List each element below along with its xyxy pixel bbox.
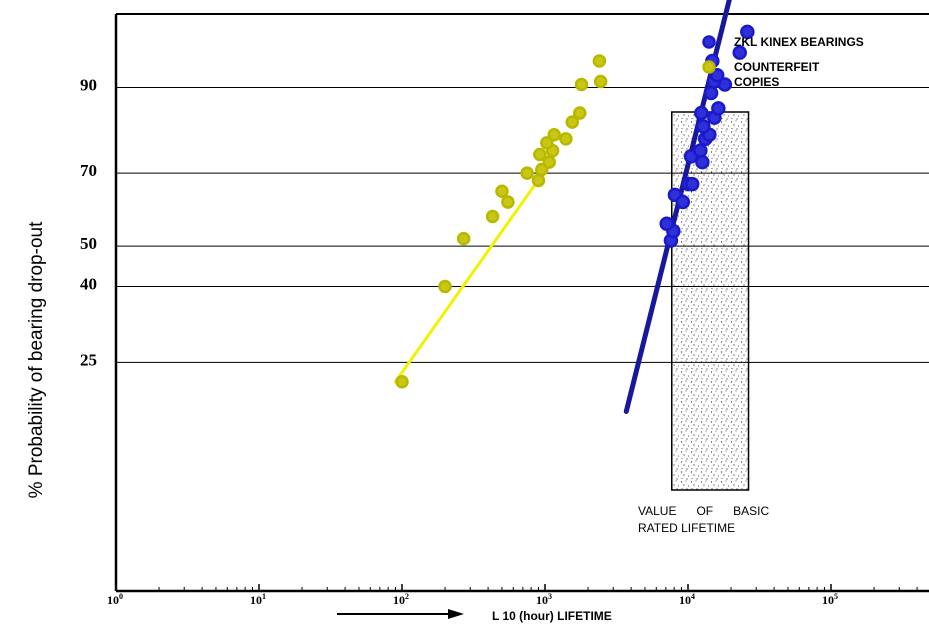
y-tick-label-70: 70 (80, 161, 97, 180)
legend-label-counterfeit-copies-0: COUNTERFEIT (734, 60, 820, 74)
x-tick-label-1e0: 100 (107, 592, 123, 607)
band-annotation-line-2: RATED LIFETIME (638, 521, 735, 535)
point-zkl-kinex-bearings-12 (696, 119, 711, 134)
point-counterfeit-copies-2 (456, 231, 471, 246)
legend-label-zkl-kinex-bearings-0: ZKL KINEX BEARINGS (734, 35, 864, 49)
point-counterfeit-copies-12 (540, 136, 554, 150)
fit-line-counterfeit-copies (393, 160, 553, 384)
point-zkl-kinex-bearings-21 (732, 45, 747, 60)
x-tick-labels: 100 101 102 103 104 105 (107, 592, 838, 607)
legend-marker-zkl-kinex-bearings (702, 35, 716, 49)
y-tick-label-40: 40 (80, 275, 97, 294)
x-ticks (115, 584, 918, 591)
point-counterfeit-copies-19 (592, 54, 607, 68)
point-zkl-kinex-bearings-16 (703, 85, 719, 101)
y-tick-label-25: 25 (80, 350, 97, 369)
rated-lifetime-band (671, 111, 750, 491)
x-tick-label-1e4: 104 (679, 592, 695, 607)
x-tick-label-1e1: 101 (250, 592, 266, 607)
point-zkl-kinex-bearings-9 (693, 143, 708, 158)
x-tick-label-1e3: 103 (536, 592, 552, 607)
x-tick-label-1e5: 105 (822, 592, 838, 607)
legend-label-counterfeit-copies-1: COPIES (734, 75, 779, 89)
y-axis-title: % Probability of bearing drop-out (26, 221, 47, 498)
band-annotation-line-1: VALUE OF BASIC (638, 504, 769, 518)
point-counterfeit-copies-6 (520, 166, 534, 180)
point-counterfeit-copies-9 (542, 155, 556, 169)
x-tick-label-1e2: 102 (393, 592, 409, 607)
point-zkl-kinex-bearings-4 (675, 194, 691, 210)
point-zkl-kinex-bearings-14 (694, 105, 709, 121)
point-counterfeit-copies-17 (574, 77, 589, 92)
y-tick-label-90: 90 (80, 75, 97, 94)
point-counterfeit-copies-5 (495, 184, 509, 199)
legend-marker-counterfeit-copies (702, 60, 716, 74)
point-zkl-kinex-bearings-15 (711, 101, 726, 116)
point-counterfeit-copies-0 (395, 375, 409, 389)
point-counterfeit-copies-4 (501, 195, 515, 209)
x-axis-title: L 10 (hour) LIFETIME (492, 609, 612, 623)
point-zkl-kinex-bearings-22 (740, 24, 755, 40)
y-tick-label-50: 50 (80, 234, 97, 253)
data-points (395, 24, 755, 389)
point-counterfeit-copies-3 (485, 209, 500, 224)
point-counterfeit-copies-18 (593, 74, 608, 89)
point-zkl-kinex-bearings-7 (695, 154, 710, 170)
point-counterfeit-copies-10 (533, 147, 547, 162)
point-counterfeit-copies-15 (565, 115, 579, 129)
point-zkl-kinex-bearings-19 (709, 67, 725, 83)
point-zkl-kinex-bearings-2 (659, 216, 674, 232)
point-counterfeit-copies-14 (547, 128, 561, 142)
y-tick-label-99: 99 (80, 0, 97, 3)
y-tick-labels: 99 90 70 50 40 25 (80, 0, 97, 369)
point-zkl-kinex-bearings-6 (684, 176, 700, 192)
point-counterfeit-copies-13 (559, 132, 573, 146)
point-counterfeit-copies-7 (531, 173, 546, 188)
point-counterfeit-copies-1 (438, 279, 452, 294)
x-axis-arrow (337, 609, 464, 619)
point-counterfeit-copies-16 (573, 106, 587, 120)
grid-lines (116, 86, 929, 363)
